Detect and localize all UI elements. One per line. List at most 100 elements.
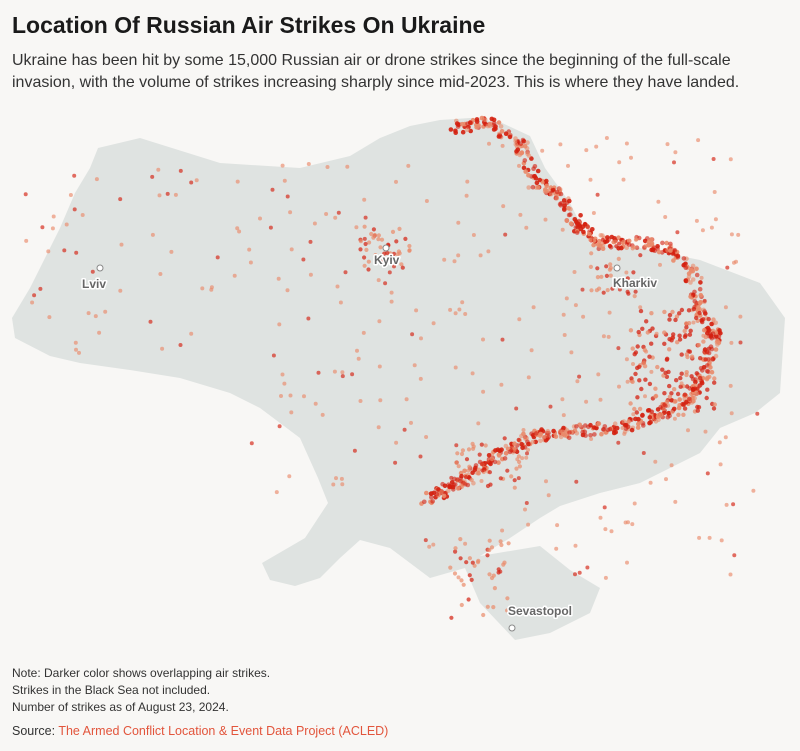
source-link[interactable]: The Armed Conflict Location & Event Data… [58,724,389,738]
strike-dot [625,276,630,281]
strike-dot [466,468,471,473]
strike-dot [679,352,684,357]
strike-dot [621,239,626,244]
strike-dot [702,327,707,333]
strike-dot [489,457,495,462]
strike-dot [363,215,368,220]
strike-dot [487,538,492,543]
strike-dot [387,270,392,275]
strike-dot [697,300,703,306]
strike-dot [631,362,635,366]
strike-dot [340,482,345,487]
strike-dot [558,191,564,197]
strike-dot [397,226,402,231]
strike-dot [473,465,478,471]
strike-dot [557,429,563,434]
strike-dot [646,239,652,245]
strike-dot [616,256,621,261]
strike-dot [603,527,608,532]
strike-dot [454,460,459,465]
strike-dot [465,121,470,126]
strike-dot [362,255,367,260]
strike-dot [671,332,676,337]
strike-dot [641,423,646,428]
strike-dot [189,331,194,336]
strike-dot [481,337,485,342]
strike-dot [712,402,717,407]
strike-dot [466,597,471,602]
strike-dot [498,476,503,481]
strike-dot [491,117,497,123]
strike-dot [469,577,474,582]
strike-dot [617,160,622,165]
strike-dot [703,429,708,434]
strike-dot [673,499,678,504]
strike-dot [453,365,458,370]
strike-dot [232,273,237,278]
strike-dot [578,213,583,218]
strike-dot [566,212,572,218]
strike-dot [692,396,697,401]
strike-dot [632,352,637,357]
strike-dot [80,213,85,217]
strike-dot [596,242,601,248]
strike-dot [503,232,508,237]
city-label-lviv: Lviv [82,277,106,291]
strike-dot [455,451,460,456]
strike-dot [684,384,690,389]
strike-dot [575,221,581,226]
strike-dot [463,312,468,316]
strike-dot [460,448,465,453]
strike-dot [671,406,677,412]
strike-dot [681,256,687,261]
strike-dot [507,134,513,140]
strike-dot [505,596,510,601]
strike-dot [626,238,632,244]
strike-dot [529,431,534,437]
strike-dot [675,391,681,397]
strike-dot [376,237,381,242]
strike-dot [574,479,579,484]
strike-dot [418,454,423,459]
strike-dot [542,189,548,194]
strike-dot [601,290,606,295]
strike-dot [407,243,412,249]
strike-dot [459,578,464,583]
strike-dot [463,475,469,480]
strike-dot [200,286,205,291]
strike-dot [729,340,734,345]
strike-dot [470,441,475,446]
strike-dot [440,481,445,487]
strike-dot [345,164,350,169]
strike-dot [512,441,517,447]
strike-dot [363,241,368,247]
strike-dot [501,204,506,209]
strike-dot [561,425,566,431]
strike-dot [379,237,385,242]
strike-dot [575,379,580,384]
strike-dot [449,475,454,480]
strike-dot [608,265,613,271]
strike-dot [689,374,694,379]
strike-dot [302,394,306,399]
strike-dot [308,239,313,244]
strike-dot [215,255,220,260]
strike-dot [429,494,434,500]
strike-dot [653,459,658,464]
strike-dot [537,177,543,183]
strike-dot [403,236,408,241]
strike-dot [331,482,336,487]
strike-dot [469,477,474,483]
strike-dot [339,476,344,481]
strike-dot [456,575,461,580]
strike-dot [658,262,662,267]
strike-dot [689,391,694,397]
strike-dot [150,174,155,179]
strike-dot [624,270,629,275]
strike-dot [667,383,672,389]
notes: Note: Darker color shows overlapping air… [12,665,270,716]
strike-dot [498,569,503,574]
strike-dot [595,192,600,197]
strike-dot [498,124,504,129]
strike-dot [371,227,376,232]
